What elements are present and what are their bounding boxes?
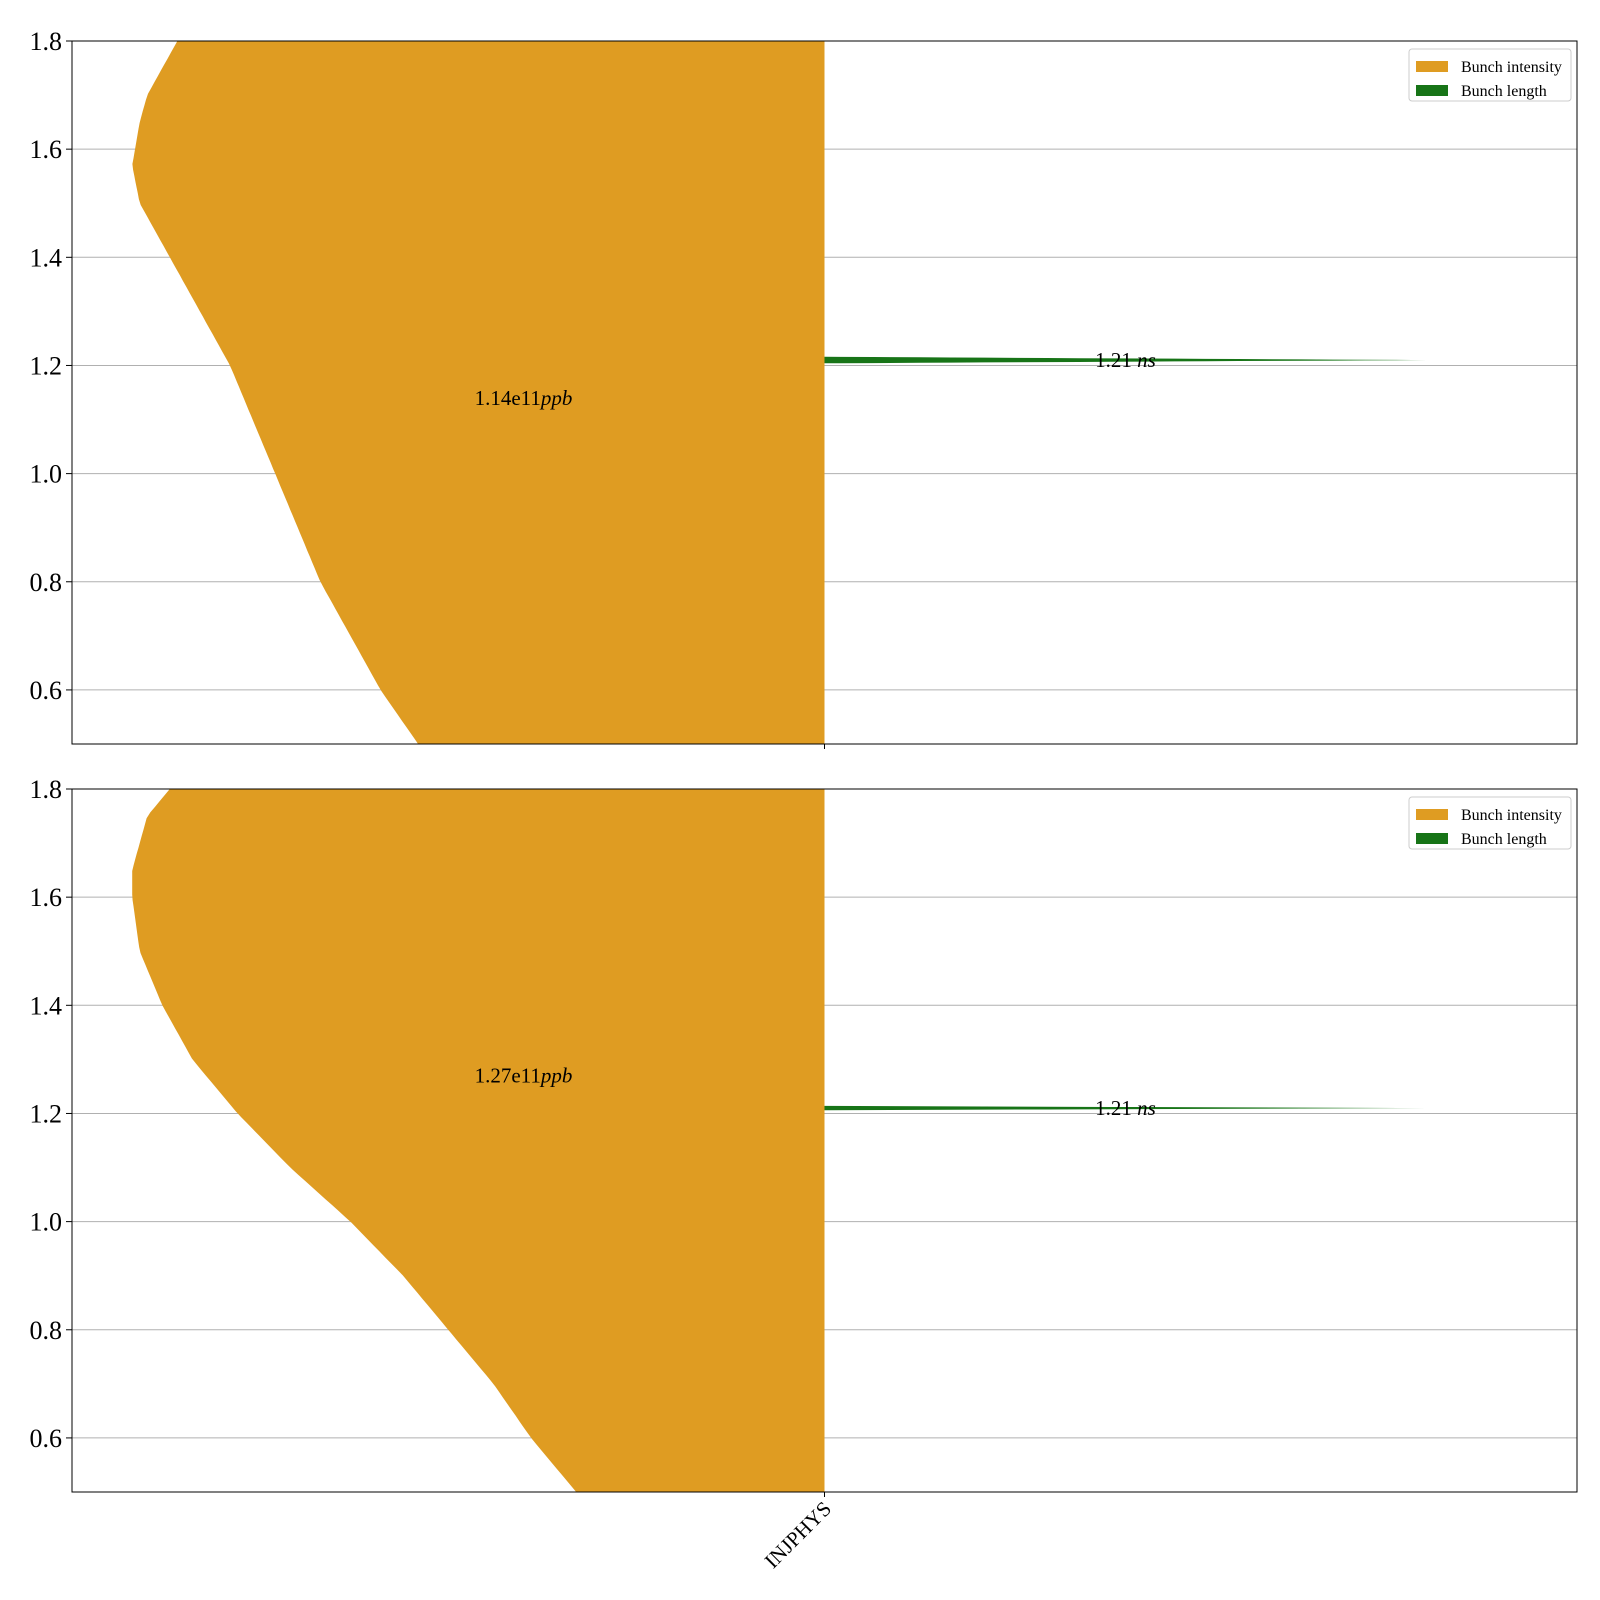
panel-2: 0.6 0.8 1.0 1.2 1.4 1.6 1.8 1.27e11ppb 1.21 ns Bu… bbox=[30, 775, 1578, 1497]
violin-bunch-intensity bbox=[132, 789, 825, 1492]
y-tick-label: 1.6 bbox=[30, 135, 63, 164]
violin-bunch-intensity bbox=[132, 41, 825, 744]
legend-label: Bunch length bbox=[1461, 831, 1547, 848]
y-tick-label: 1.8 bbox=[30, 27, 63, 56]
y-tick-label: 0.6 bbox=[30, 1424, 63, 1453]
legend-box bbox=[1408, 796, 1572, 850]
legend-swatch bbox=[1416, 833, 1448, 844]
annotation-bunch-intensity: 1.27e11ppb bbox=[475, 1064, 573, 1088]
y-tick-label: 0.8 bbox=[30, 568, 63, 597]
annotation-bunch-intensity: 1.14e11ppb bbox=[475, 386, 573, 410]
legend: Bunch intensity Bunch length bbox=[1408, 796, 1572, 850]
legend: Bunch intensity Bunch length bbox=[1408, 48, 1572, 102]
violin-bunch-length bbox=[824, 1105, 1427, 1111]
y-tick-label: 0.8 bbox=[30, 1316, 63, 1345]
y-tick-label: 1.2 bbox=[30, 351, 63, 380]
violin-bunch-length bbox=[824, 356, 1427, 364]
legend-label: Bunch intensity bbox=[1461, 59, 1562, 76]
y-tick-label: 1.4 bbox=[30, 243, 63, 272]
annotation-bunch-length: 1.21 ns bbox=[1095, 1096, 1156, 1120]
legend-swatch bbox=[1416, 61, 1448, 72]
y-tick-label: 1.2 bbox=[30, 1099, 63, 1128]
legend-label: Bunch intensity bbox=[1461, 807, 1562, 824]
y-tick-label: 1.4 bbox=[30, 991, 63, 1020]
legend-box bbox=[1408, 48, 1572, 102]
x-tick-label: INJPHYS bbox=[760, 1497, 836, 1573]
legend-swatch bbox=[1416, 85, 1448, 96]
legend-label: Bunch length bbox=[1461, 83, 1547, 100]
y-tick-label: 1.8 bbox=[30, 775, 63, 804]
y-tick-label: 1.0 bbox=[30, 460, 63, 489]
y-tick-label: 0.6 bbox=[30, 676, 63, 705]
annotation-bunch-length: 1.21 ns bbox=[1095, 348, 1156, 372]
legend-swatch bbox=[1416, 809, 1448, 820]
panel-1: 0.6 0.8 1.0 1.2 1.4 1.6 1.8 1.14e11ppb 1.21 ns Bu… bbox=[30, 27, 1578, 749]
y-tick-label: 1.6 bbox=[30, 883, 63, 912]
y-tick-label: 1.0 bbox=[30, 1208, 63, 1237]
